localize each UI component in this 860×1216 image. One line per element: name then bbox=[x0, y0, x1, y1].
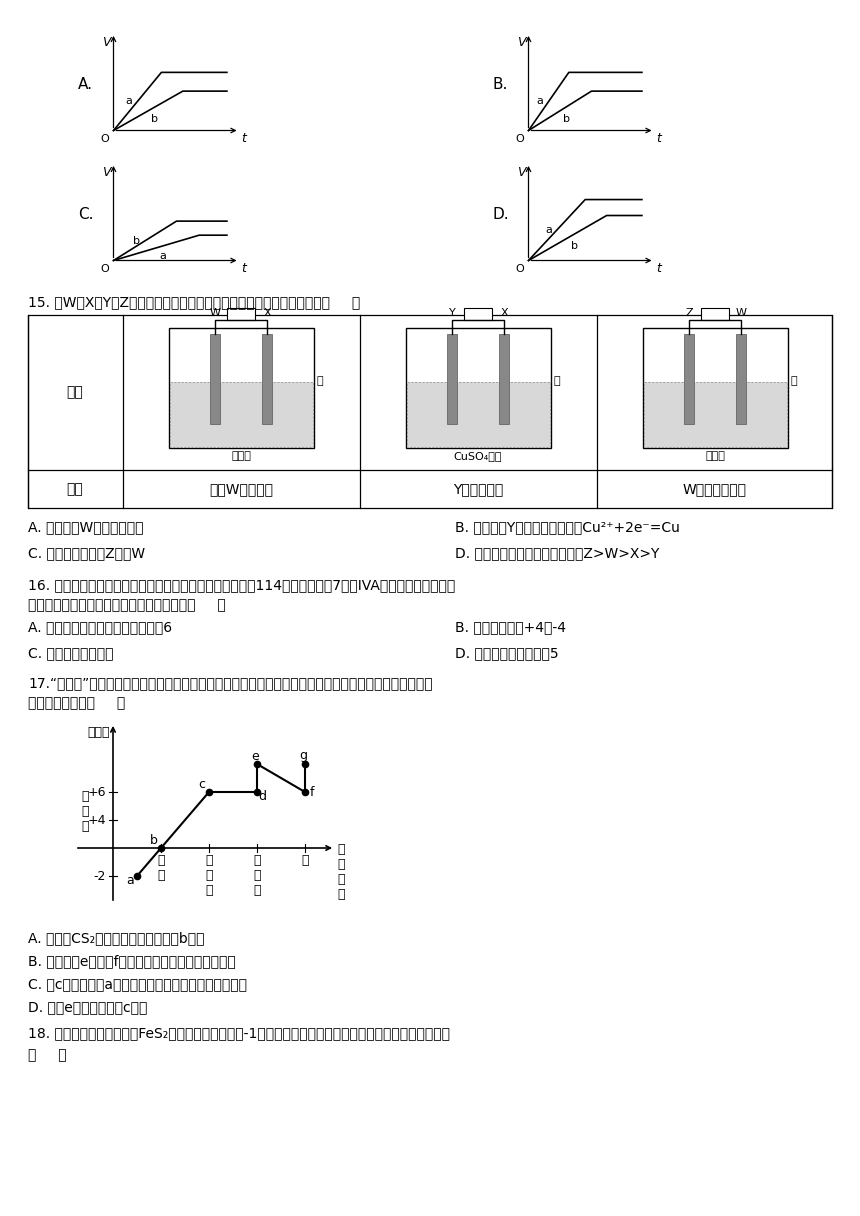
Text: b: b bbox=[150, 833, 158, 846]
Text: C.: C. bbox=[78, 207, 94, 221]
Text: 现象: 现象 bbox=[66, 482, 83, 496]
Text: 化合价: 化合价 bbox=[88, 726, 110, 739]
Text: D. 它的原子半径比銅小5: D. 它的原子半径比銅小5 bbox=[455, 646, 559, 660]
Text: 18. 以黄铁矿（主要成分为FeS₂，其中硫的化合价为-1价）生产硫酸的工艺流程如图，下列说法不正确的是: 18. 以黄铁矿（主要成分为FeS₂，其中硫的化合价为-1价）生产硫酸的工艺流程… bbox=[28, 1026, 450, 1040]
Text: V: V bbox=[517, 36, 525, 49]
Text: C. 它的金属性比銅强: C. 它的金属性比銅强 bbox=[28, 646, 114, 660]
Text: +6: +6 bbox=[88, 786, 106, 799]
Text: V: V bbox=[102, 36, 110, 49]
Text: B. 装置乙中Y电极上的反应式为Cu²⁺+2e⁻=Cu: B. 装置乙中Y电极上的反应式为Cu²⁺+2e⁻=Cu bbox=[455, 520, 680, 534]
Text: O: O bbox=[101, 265, 109, 275]
Text: b: b bbox=[151, 114, 158, 124]
Text: A.: A. bbox=[78, 77, 93, 91]
Text: 单
质: 单 质 bbox=[157, 854, 165, 882]
Text: V: V bbox=[517, 167, 525, 179]
Text: 17.“价类图”是元素化合物学习的重要工具，部分含硫物质的分类与相应硫元素的化合价关系如图所示。下: 17.“价类图”是元素化合物学习的重要工具，部分含硫物质的分类与相应硫元素的化合… bbox=[28, 676, 433, 689]
Text: B. 其常见价态为+4、-4: B. 其常见价态为+4、-4 bbox=[455, 620, 566, 634]
Text: 15. 由W、X、Y、Z四种金属按下列装置进行实验。下列说法不正确的是（     ）: 15. 由W、X、Y、Z四种金属按下列装置进行实验。下列说法不正确的是（ ） bbox=[28, 295, 360, 309]
Bar bbox=[736, 333, 746, 423]
Bar bbox=[643, 382, 787, 446]
Text: （     ）: （ ） bbox=[28, 1048, 66, 1062]
Text: O: O bbox=[101, 135, 109, 145]
Text: a: a bbox=[545, 225, 552, 235]
Text: D. 四种金属的活动性强弱顺序为Z>W>X>Y: D. 四种金属的活动性强弱顺序为Z>W>X>Y bbox=[455, 546, 660, 561]
Text: -2: -2 bbox=[94, 869, 106, 883]
Text: a: a bbox=[159, 250, 166, 261]
Text: 乙: 乙 bbox=[554, 377, 560, 387]
Text: B. 将足量的e加入到f的溶液中，可以闻到臭鸡蛋气味: B. 将足量的e加入到f的溶液中，可以闻到臭鸡蛋气味 bbox=[28, 955, 236, 968]
Text: O: O bbox=[516, 135, 525, 145]
Text: a: a bbox=[126, 874, 134, 888]
Text: a: a bbox=[537, 96, 544, 107]
Bar bbox=[642, 327, 788, 447]
Text: 氧
化
物: 氧 化 物 bbox=[206, 854, 212, 897]
Bar bbox=[684, 333, 694, 423]
Text: 含
氧
酸: 含 氧 酸 bbox=[253, 854, 261, 897]
Text: Y的质量增加: Y的质量增加 bbox=[453, 482, 503, 496]
Bar bbox=[262, 333, 272, 423]
Text: d: d bbox=[258, 790, 266, 804]
Bar bbox=[447, 333, 457, 423]
Text: A. 装置甲中W作原电池负极: A. 装置甲中W作原电池负极 bbox=[28, 520, 144, 534]
Bar bbox=[701, 308, 729, 320]
Text: X: X bbox=[501, 308, 508, 317]
Text: e: e bbox=[251, 749, 259, 762]
Text: 下面关于它的原子结构和性质预测正确的是（     ）: 下面关于它的原子结构和性质预测正确的是（ ） bbox=[28, 598, 225, 612]
Text: 盐: 盐 bbox=[301, 854, 309, 867]
Text: CuSO₄溶液: CuSO₄溶液 bbox=[454, 451, 502, 462]
Bar bbox=[227, 308, 255, 320]
Bar bbox=[28, 315, 832, 508]
Bar bbox=[499, 333, 509, 423]
Text: g: g bbox=[299, 749, 307, 762]
Text: C. 装置丙中电流由Z流向W: C. 装置丙中电流由Z流向W bbox=[28, 546, 145, 561]
Text: O: O bbox=[516, 265, 525, 275]
Text: 16. 科学家根据元素周期律和原子结构理论预测原子序数为114的元素位于第7周期IVA族，称为类銅元素。: 16. 科学家根据元素周期律和原子结构理论预测原子序数为114的元素位于第7周期… bbox=[28, 578, 455, 592]
Text: c: c bbox=[199, 778, 206, 792]
Bar bbox=[169, 382, 312, 446]
Text: 金属W不断溶解: 金属W不断溶解 bbox=[209, 482, 273, 496]
Text: 氧
化
物: 氧 化 物 bbox=[81, 790, 89, 833]
Bar bbox=[169, 327, 314, 447]
Text: b: b bbox=[133, 236, 140, 246]
Text: A. 可以用CS₂来洗涂试管内壁附着的b物质: A. 可以用CS₂来洗涂试管内壁附着的b物质 bbox=[28, 931, 205, 945]
Bar bbox=[210, 333, 220, 423]
Text: t: t bbox=[242, 263, 246, 276]
Text: 物
质
分
类: 物 质 分 类 bbox=[337, 843, 345, 901]
Text: f: f bbox=[310, 786, 314, 799]
Bar bbox=[464, 308, 492, 320]
Text: B.: B. bbox=[493, 77, 508, 91]
Text: W上有气体产生: W上有气体产生 bbox=[683, 482, 747, 496]
Text: t: t bbox=[656, 263, 661, 276]
Text: C. 将c通入到含有a的溶液中，可以生成一种淡黄色固体: C. 将c通入到含有a的溶液中，可以生成一种淡黄色固体 bbox=[28, 976, 247, 991]
Bar bbox=[407, 382, 550, 446]
Text: 丙: 丙 bbox=[790, 377, 797, 387]
Text: X: X bbox=[263, 308, 271, 317]
Text: D.: D. bbox=[493, 207, 510, 221]
Text: +4: +4 bbox=[88, 814, 106, 827]
Text: b: b bbox=[570, 241, 578, 250]
Text: 装置: 装置 bbox=[66, 385, 83, 400]
Text: A. 类銅元素原子的最外层电子数为6: A. 类銅元素原子的最外层电子数为6 bbox=[28, 620, 172, 634]
Text: a: a bbox=[126, 96, 132, 107]
Text: D. 可用e的浓溶液干燥c气体: D. 可用e的浓溶液干燥c气体 bbox=[28, 1000, 147, 1014]
Text: V: V bbox=[102, 167, 110, 179]
Text: Y: Y bbox=[449, 308, 455, 317]
Text: b: b bbox=[563, 114, 570, 124]
Bar bbox=[406, 327, 550, 447]
Text: Z: Z bbox=[685, 308, 692, 317]
Text: 稀硫酸: 稀硫酸 bbox=[705, 451, 725, 462]
Text: 稀硫酸: 稀硫酸 bbox=[231, 451, 251, 462]
Text: 甲: 甲 bbox=[316, 377, 323, 387]
Text: W: W bbox=[209, 308, 220, 317]
Text: t: t bbox=[656, 133, 661, 146]
Text: t: t bbox=[242, 133, 246, 146]
Text: 列说法错误的是（     ）: 列说法错误的是（ ） bbox=[28, 696, 126, 710]
Text: W: W bbox=[735, 308, 746, 317]
